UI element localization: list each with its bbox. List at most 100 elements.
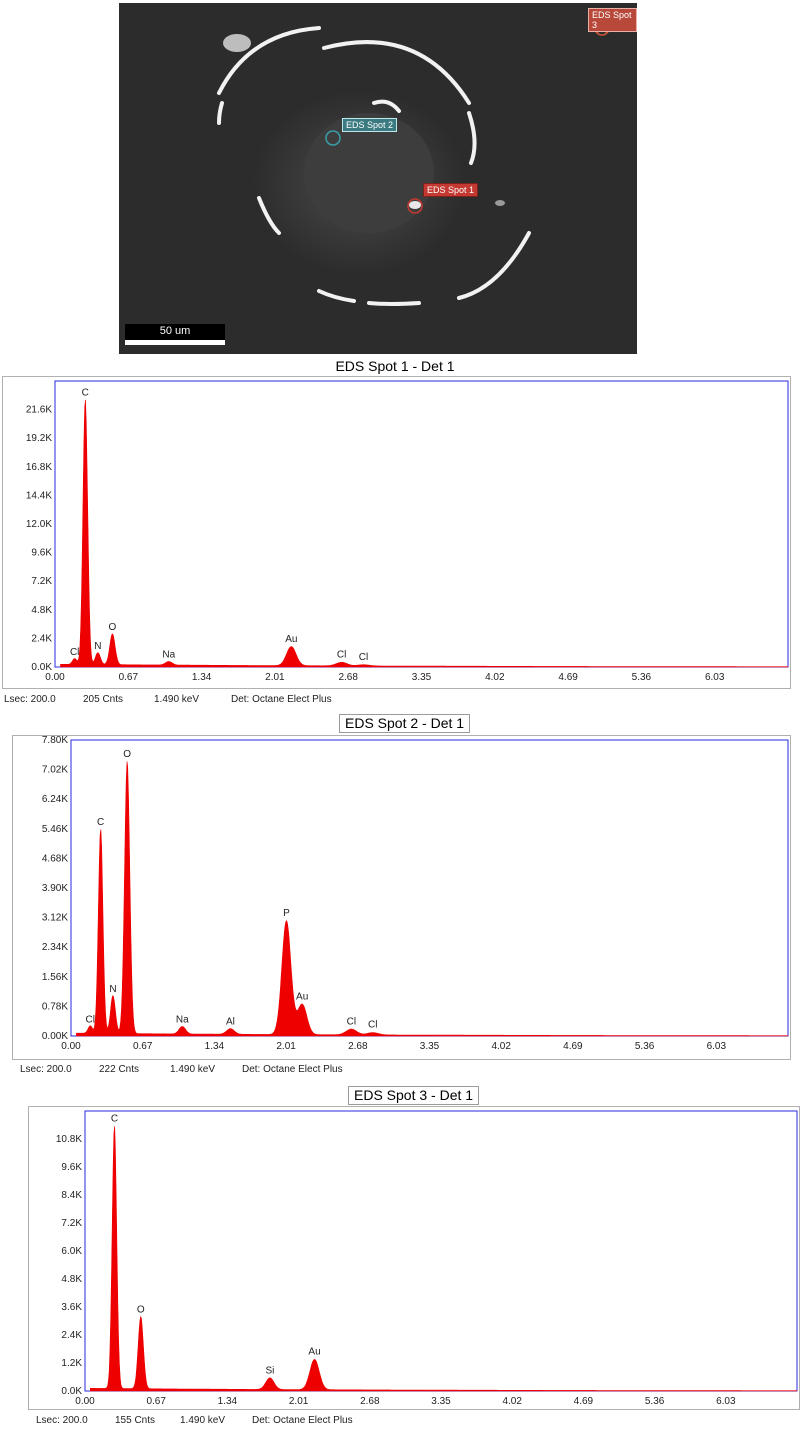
y-tick-label: 3.6K xyxy=(61,1302,82,1313)
x-tick-label: 6.03 xyxy=(705,672,725,683)
x-tick-label: 3.35 xyxy=(431,1396,451,1407)
x-tick-label: 6.03 xyxy=(707,1041,727,1052)
x-tick-label: 5.36 xyxy=(635,1041,655,1052)
peak-label-o: O xyxy=(109,622,117,633)
y-tick-label: 6.0K xyxy=(61,1246,82,1257)
y-tick-label: 9.6K xyxy=(31,548,52,559)
y-tick-label: 2.4K xyxy=(31,633,52,644)
spectrum-area xyxy=(76,761,789,1037)
chart-2-lsec: Lsec: 200.0 xyxy=(20,1064,72,1075)
x-tick-label: 0.67 xyxy=(146,1396,166,1407)
chart-3-title: EDS Spot 3 - Det 1 xyxy=(348,1086,480,1105)
peak-label-au: Au xyxy=(285,634,297,645)
peak-label-au: Au xyxy=(308,1347,320,1358)
y-tick-label: 16.8K xyxy=(26,462,52,473)
chart-1-title: EDS Spot 1 - Det 1 xyxy=(335,358,455,374)
y-tick-label: 6.24K xyxy=(42,794,68,805)
peak-label-al: Al xyxy=(226,1016,235,1027)
x-tick-label: 1.34 xyxy=(218,1396,238,1407)
peak-label-n: N xyxy=(109,984,116,995)
peak-label-o: O xyxy=(123,749,131,760)
chart-2-kev: 1.490 keV xyxy=(170,1064,216,1075)
y-tick-label: 14.4K xyxy=(26,490,52,501)
x-tick-label: 2.68 xyxy=(338,672,358,683)
peak-label-cl: Cl xyxy=(337,649,346,660)
peak-label-na: Na xyxy=(176,1014,189,1025)
x-tick-label: 4.69 xyxy=(574,1396,594,1407)
y-tick-label: 7.80K xyxy=(42,736,68,746)
y-tick-label: 2.34K xyxy=(42,942,68,953)
bright-ring xyxy=(217,26,531,306)
x-tick-label: 1.34 xyxy=(192,672,212,683)
peak-label-cl: Cl xyxy=(86,1014,95,1025)
chart-3-kev: 1.490 keV xyxy=(180,1415,226,1426)
chart-1-cnts: 205 Cnts xyxy=(83,694,124,705)
x-tick-label: 2.01 xyxy=(276,1041,296,1052)
peak-label-au: Au xyxy=(296,992,308,1003)
chart-1-det: Det: Octane Elect Plus xyxy=(231,694,332,705)
x-tick-label: 4.02 xyxy=(502,1396,522,1407)
spectrum-area xyxy=(90,1126,798,1392)
y-tick-label: 9.6K xyxy=(61,1162,82,1173)
y-tick-label: 5.46K xyxy=(42,824,68,835)
chart-2-title: EDS Spot 2 - Det 1 xyxy=(339,714,471,733)
peak-label-c: C xyxy=(82,387,89,398)
x-tick-label: 2.68 xyxy=(348,1041,368,1052)
x-tick-label: 4.69 xyxy=(558,672,578,683)
x-tick-label: 5.36 xyxy=(645,1396,665,1407)
bright-speck xyxy=(409,201,421,209)
chart-1-panel: 0.0K 2.4K 4.8K 7.2K 9.6K 12.0K 14.4K 16.8K 19.2K… xyxy=(2,376,791,689)
x-tick-label: 0.67 xyxy=(133,1041,153,1052)
spot-3-label[interactable]: EDS Spot 3 xyxy=(588,8,637,32)
chart-1-svg: 0.0K 2.4K 4.8K 7.2K 9.6K 12.0K 14.4K 16.8K 19.2K… xyxy=(26,380,789,683)
y-tick-label: 4.68K xyxy=(42,853,68,864)
peak-label-c: C xyxy=(111,1113,118,1124)
y-tick-label: 3.12K xyxy=(42,913,68,924)
y-tick-label: 7.2K xyxy=(61,1218,82,1229)
bright-fragment xyxy=(223,34,251,52)
x-tick-label: 3.35 xyxy=(420,1041,440,1052)
chart-3-det: Det: Octane Elect Plus xyxy=(252,1415,353,1426)
y-tick-label: 4.8K xyxy=(61,1274,82,1285)
y-tick-label: 19.2K xyxy=(26,433,52,444)
x-tick-label: 0.00 xyxy=(75,1396,95,1407)
y-tick-label: 0.00K xyxy=(42,1031,68,1042)
y-tick-label: 1.2K xyxy=(61,1358,82,1369)
peak-label-si: Si xyxy=(265,1365,274,1376)
chart-1-lsec: Lsec: 200.0 xyxy=(4,694,56,705)
spot-2-label[interactable]: EDS Spot 2 xyxy=(342,118,398,132)
chart-1-kev: 1.490 keV xyxy=(154,694,200,705)
chart-3-cnts: 155 Cnts xyxy=(115,1415,156,1426)
chart-3-svg: 0.0K 1.2K 2.4K 3.6K 4.8K 6.0K 7.2K 8.4K 9.6K 10.8… xyxy=(56,1110,798,1407)
y-tick-label: 0.0K xyxy=(61,1386,82,1397)
plot-frame xyxy=(54,380,789,668)
scale-bar-label: 50 um xyxy=(159,325,191,337)
micrograph-image xyxy=(119,3,637,354)
peak-label-cl: Cl xyxy=(70,647,79,658)
spot-1-marker[interactable] xyxy=(407,198,423,214)
y-tick-label: 3.90K xyxy=(42,883,68,894)
peak-label-cl: Cl xyxy=(368,1020,377,1031)
peak-label-c: C xyxy=(97,817,104,828)
scale-bar-line xyxy=(125,340,225,345)
chart-2-det: Det: Octane Elect Plus xyxy=(242,1064,343,1075)
spot-1-label[interactable]: EDS Spot 1 xyxy=(423,183,479,197)
spot-2-marker[interactable] xyxy=(325,130,341,146)
scale-bar-box xyxy=(125,324,225,340)
x-tick-label: 0.00 xyxy=(45,672,65,683)
sem-micrograph: 50 um EDS Spot 1 EDS Spot 2 EDS Spot 3 xyxy=(119,3,637,354)
peak-label-cl: Cl xyxy=(347,1016,356,1027)
y-tick-label: 7.2K xyxy=(31,576,52,587)
y-tick-label: 8.4K xyxy=(61,1190,82,1201)
x-tick-label: 0.67 xyxy=(119,672,139,683)
y-tick-label: 0.78K xyxy=(42,1001,68,1012)
y-tick-label: 1.56K xyxy=(42,972,68,983)
y-tick-label: 10.8K xyxy=(56,1134,82,1145)
x-tick-label: 2.01 xyxy=(289,1396,309,1407)
spectrum-area xyxy=(60,399,789,668)
x-tick-label: 3.35 xyxy=(412,672,432,683)
peak-label-na: Na xyxy=(162,649,175,660)
chart-2-svg: 0.00K 0.78K 1.56K 2.34K 3.12K 3.90K 4.68K 5.46K… xyxy=(42,735,789,1052)
chart-3-panel: 0.0K 1.2K 2.4K 3.6K 4.8K 6.0K 7.2K 8.4K 9.6K 10.8… xyxy=(28,1106,800,1410)
chart-3-lsec: Lsec: 200.0 xyxy=(36,1415,88,1426)
